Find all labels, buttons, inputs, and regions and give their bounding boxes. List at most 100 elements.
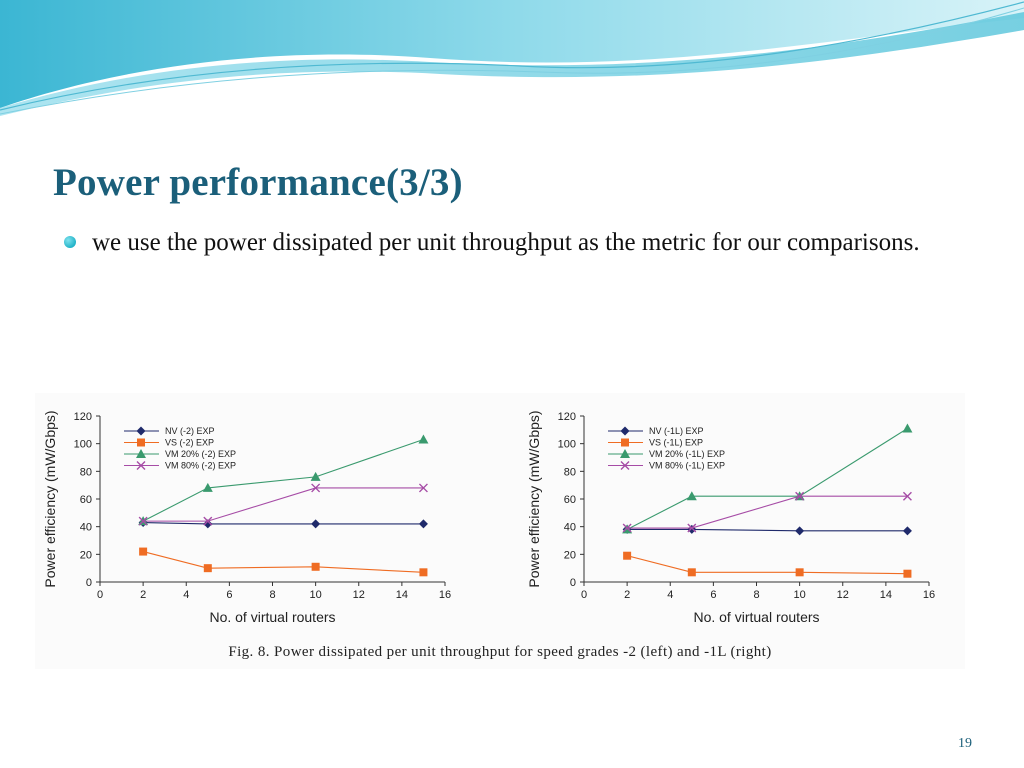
- chart-right-data-point: [795, 526, 805, 536]
- chart-left-data-point: [311, 483, 321, 493]
- chart-right-y-tick-label: 100: [558, 439, 576, 451]
- chart-right-series-4: [622, 491, 912, 533]
- chart-left-series-2: [139, 547, 428, 577]
- chart-left-data-point: [139, 547, 148, 556]
- chart-right-y-tick-label: 120: [558, 411, 576, 423]
- bullet-text: we use the power dissipated per unit thr…: [92, 229, 920, 256]
- chart-left: 0 2 4 6 8 10 12 14 16 0 20 40 60 80 100 120 No. of virtu…: [42, 410, 451, 625]
- chart-left-x-tick-label: 2: [140, 589, 146, 601]
- chart-right-data-point: [902, 526, 912, 536]
- chart-right-x-tick-label: 0: [581, 589, 587, 601]
- chart-right-x-tick-label: 16: [923, 589, 935, 601]
- chart-right-series-1: [622, 524, 912, 536]
- chart-left-series-4: [138, 483, 428, 526]
- chart-right-series-line: [627, 528, 908, 532]
- chart-right-x-tick-label: 14: [880, 589, 892, 601]
- chart-left-data-point: [419, 568, 428, 577]
- chart-left-y-tick-label: 40: [80, 522, 92, 534]
- chart-left-data-point: [418, 434, 429, 444]
- chart-left-x-tick-label: 8: [269, 589, 275, 601]
- chart-left-data-point: [311, 519, 321, 529]
- chart-right-legend-marker: [620, 461, 630, 470]
- chart-left-data-point: [138, 516, 148, 526]
- chart-right-data-point: [903, 569, 912, 578]
- chart-right-x-tick-label: 4: [667, 589, 673, 601]
- chart-right-data-point: [622, 523, 632, 533]
- chart-left-y-tick-label: 20: [80, 549, 92, 561]
- chart-right-legend-label: VS (-1L) EXP: [649, 438, 703, 448]
- bullet-list: we use the power dissipated per unit thr…: [64, 226, 964, 259]
- chart-right-legend-marker: [621, 438, 629, 447]
- chart-left-legend-label: VM 20% (-2) EXP: [165, 449, 236, 459]
- chart-left-x-tick-label: 10: [310, 589, 322, 601]
- page-number: 19: [958, 736, 972, 751]
- chart-left-x-tick-label: 6: [226, 589, 232, 601]
- chart-right-series-line: [627, 495, 908, 529]
- chart-left-y-axis-label: Power efficiency (mW/Gbps): [42, 410, 58, 587]
- chart-left-data-point: [203, 564, 212, 573]
- chart-right-series-line: [626, 555, 908, 575]
- chart-left-legend-marker: [136, 449, 146, 458]
- chart-right-y-tick-label: 20: [564, 549, 576, 561]
- chart-left-y-tick-label: 0: [86, 577, 92, 589]
- chart-left-legend-label: VM 80% (-2) EXP: [165, 461, 236, 471]
- chart-left-x-tick-label: 0: [97, 589, 103, 601]
- chart-right-x-tick-label: 12: [837, 589, 849, 601]
- chart-left-y-tick-label: 60: [80, 494, 92, 506]
- chart-right: 0 2 4 6 8 10 12 14 16 0 20 40 60 80 100 120 No. of virtu…: [526, 410, 935, 625]
- chart-right-data-point: [687, 524, 697, 534]
- chart-right-y-tick-label: 60: [564, 494, 576, 506]
- chart-left-x-tick-label: 12: [353, 589, 365, 601]
- chart-left-data-point: [202, 482, 213, 492]
- chart-right-y-tick-label: 80: [564, 466, 576, 478]
- chart-left-data-point: [418, 483, 428, 493]
- chart-left-y-tick-label: 100: [74, 439, 92, 451]
- chart-right-series-2: [623, 551, 912, 578]
- figure: 0 2 4 6 8 10 12 14 16 0 20 40 60 80 100 120 No. of virtu…: [35, 393, 965, 669]
- chart-left-legend-label: VS (-2) EXP: [165, 438, 214, 448]
- chart-left-series-line: [142, 438, 424, 522]
- chart-right-legend-marker: [620, 449, 630, 458]
- chart-right-data-point: [687, 523, 697, 533]
- chart-right-x-tick-label: 6: [710, 589, 716, 601]
- chart-left-series-1: [138, 518, 428, 529]
- bullet-item: we use the power dissipated per unit thr…: [64, 226, 964, 259]
- header-wave-decoration: [0, 0, 1024, 116]
- chart-left-legend-marker: [137, 438, 145, 447]
- bullet-dot-icon: [64, 236, 76, 248]
- chart-left-x-axis-label: No. of virtual routers: [209, 609, 335, 625]
- chart-right-y-tick-label: 0: [570, 577, 576, 589]
- chart-left-data-point: [418, 519, 428, 529]
- chart-left-series-line: [142, 551, 424, 573]
- chart-left-y-tick-label: 120: [74, 411, 92, 423]
- chart-left-data-point: [203, 516, 213, 526]
- chart-right-data-point: [687, 568, 696, 577]
- chart-right-x-axis-label: No. of virtual routers: [693, 609, 819, 625]
- chart-right-legend-marker: [620, 426, 630, 436]
- chart-left-series-line: [143, 487, 424, 522]
- chart-right-x-tick-label: 8: [753, 589, 759, 601]
- chart-right-legend-label: NV (-1L) EXP: [649, 426, 704, 436]
- chart-left-legend-marker: [136, 426, 146, 436]
- page-title: Power performance(3/3): [53, 161, 463, 204]
- chart-left-data-point: [310, 471, 321, 481]
- chart-right-data-point: [795, 491, 805, 501]
- chart-right-x-tick-label: 2: [624, 589, 630, 601]
- chart-left-data-point: [311, 562, 320, 571]
- chart-left-legend-label: NV (-2) EXP: [165, 426, 215, 436]
- chart-right-data-point: [686, 491, 697, 501]
- chart-right-legend-label: VM 80% (-1L) EXP: [649, 461, 725, 471]
- chart-right-legend-label: VM 20% (-1L) EXP: [649, 449, 725, 459]
- chart-right-y-tick-label: 40: [564, 522, 576, 534]
- chart-left-legend-marker: [136, 461, 146, 470]
- figure-caption: Fig. 8. Power dissipated per unit throug…: [228, 644, 772, 660]
- chart-right-x-tick-label: 10: [794, 589, 806, 601]
- chart-right-data-point: [902, 423, 913, 433]
- chart-right-series-line: [626, 427, 908, 530]
- chart-right-data-point: [795, 568, 804, 577]
- chart-left-y-tick-label: 80: [80, 466, 92, 478]
- chart-right-data-point: [623, 551, 632, 560]
- chart-left-series-line: [143, 521, 424, 525]
